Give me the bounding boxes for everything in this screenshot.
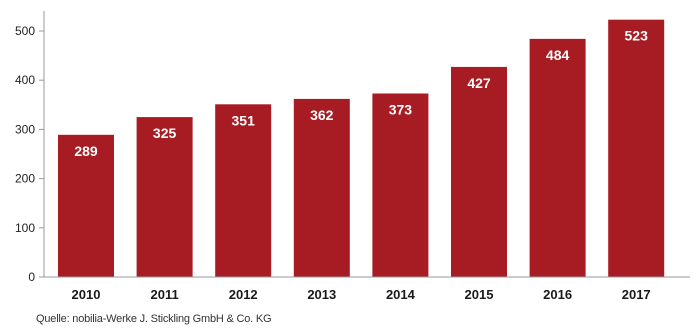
bar-value-label: 523 bbox=[625, 28, 649, 44]
bar-value-label: 484 bbox=[546, 47, 570, 63]
x-axis: 2010 2011 2012 2013 2014 2015 2016 2017 bbox=[44, 276, 690, 302]
y-axis: 0 100 200 300 400 500 bbox=[15, 11, 45, 284]
bar-2013 bbox=[293, 98, 350, 278]
y-tick-label: 300 bbox=[15, 122, 35, 136]
bar-2016 bbox=[529, 38, 586, 277]
x-tick-label: 2016 bbox=[543, 287, 572, 302]
x-tick-label: 2010 bbox=[72, 287, 101, 302]
y-tick-label: 200 bbox=[15, 172, 35, 186]
x-tick-label: 2012 bbox=[229, 287, 258, 302]
bar-2011 bbox=[136, 117, 193, 277]
bar-2017 bbox=[608, 19, 665, 278]
y-tick-label: 100 bbox=[15, 221, 35, 235]
bar-value-label: 289 bbox=[74, 143, 98, 159]
bar-value-label: 373 bbox=[389, 101, 413, 117]
x-tick-label: 2015 bbox=[465, 287, 494, 302]
bar-2015 bbox=[451, 66, 507, 277]
x-tick-label: 2013 bbox=[307, 287, 336, 302]
bar-2010 bbox=[58, 134, 114, 277]
x-tick-label: 2017 bbox=[622, 287, 651, 302]
bar-value-label: 427 bbox=[467, 75, 491, 91]
bar-value-label: 351 bbox=[232, 112, 256, 128]
y-tick-label: 400 bbox=[15, 73, 35, 87]
bar-value-label: 325 bbox=[153, 125, 177, 141]
y-tick-label: 0 bbox=[28, 270, 35, 284]
bar-2014 bbox=[372, 93, 429, 277]
source-note: Quelle: nobilia-Werke J. Stickling GmbH … bbox=[36, 313, 272, 325]
bar-value-label: 362 bbox=[310, 107, 334, 123]
x-tick-label: 2011 bbox=[150, 287, 178, 302]
x-tick-label: 2014 bbox=[386, 287, 416, 302]
bars: 289 325 351 362 373 427 484 523 bbox=[58, 19, 665, 278]
bar-2012 bbox=[215, 104, 272, 277]
y-tick-label: 500 bbox=[15, 24, 35, 38]
